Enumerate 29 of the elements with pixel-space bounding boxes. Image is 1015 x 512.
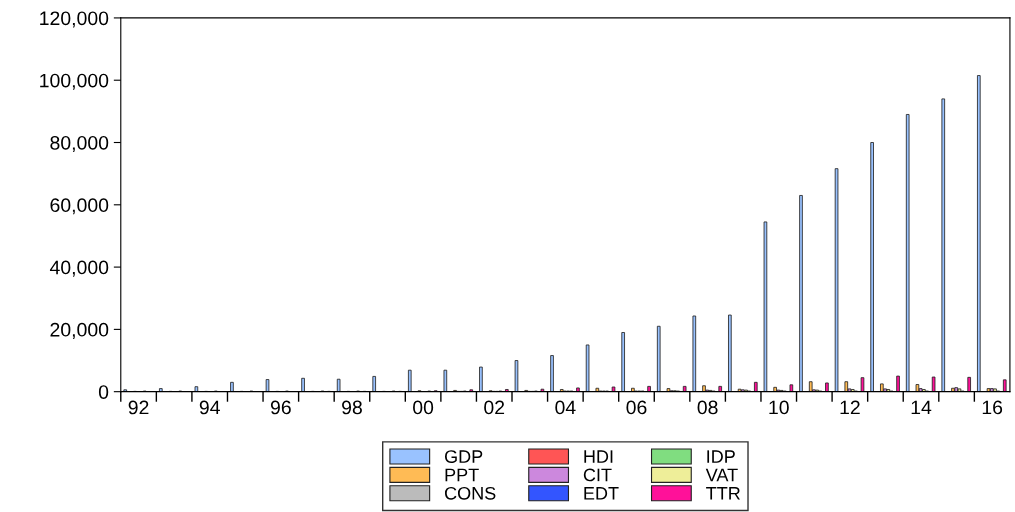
y-tick-label: 100,000	[40, 73, 109, 90]
x-tick-label: 96	[270, 400, 291, 415]
legend-label: EDT	[584, 487, 619, 500]
x-tick-label: 16	[982, 400, 1003, 415]
y-tick-label: 60,000	[50, 198, 109, 215]
x-tick-label: 94	[199, 400, 220, 415]
x-tick-label: 10	[769, 400, 789, 415]
x-tick-label: 14	[911, 400, 932, 415]
y-tick-label: 20,000	[50, 322, 109, 339]
x-tick-label: 12	[840, 400, 860, 415]
x-tick-label: 02	[484, 400, 505, 415]
y-tick-label: 40,000	[49, 260, 109, 277]
x-tick-label: 92	[128, 400, 149, 415]
x-tick-label: 08	[697, 400, 718, 415]
legend-label: GDP	[444, 450, 483, 463]
legend-label: HDI	[584, 450, 613, 463]
x-tick-label: 98	[342, 400, 362, 415]
legend-label: IDP	[707, 450, 735, 463]
legend-label: PPT	[445, 468, 479, 482]
legend-label: TTR	[706, 487, 740, 500]
x-tick-label: 00	[413, 400, 434, 415]
y-tick-label: 120,000	[40, 11, 109, 28]
legend-label: CIT	[583, 468, 612, 482]
legend-label: CONS	[445, 486, 496, 500]
x-tick-label: 04	[555, 400, 576, 415]
x-tick-label: 06	[626, 400, 647, 415]
y-tick-label: 80,000	[50, 135, 109, 153]
legend-label: VAT	[705, 468, 738, 482]
y-tick-label: 0	[98, 385, 109, 399]
